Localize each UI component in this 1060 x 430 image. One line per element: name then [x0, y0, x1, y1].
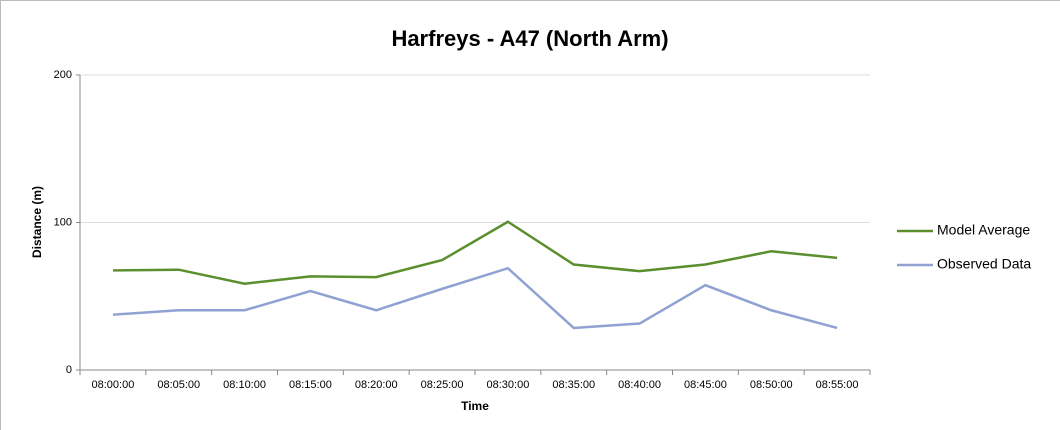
chart-title: Harfreys - A47 (North Arm): [391, 26, 668, 51]
legend-label: Model Average: [937, 222, 1030, 238]
series-line: [112, 266, 838, 330]
x-tick-label: 08:55:00: [816, 379, 859, 391]
x-tick-label: 08:35:00: [552, 379, 595, 391]
x-tick-label: 08:10:00: [223, 379, 266, 391]
x-tick-label: 08:05:00: [157, 379, 200, 391]
y-axis-label: Distance (m): [30, 186, 44, 258]
y-tick-label: 0: [66, 364, 72, 376]
x-tick-label: 08:20:00: [355, 379, 398, 391]
x-tick-label: 08:30:00: [487, 379, 530, 391]
x-tick-label: 08:00:00: [92, 379, 135, 391]
x-axis-label: Time: [461, 399, 489, 413]
y-tick-label: 200: [54, 69, 72, 81]
legend-label: Observed Data: [937, 256, 1031, 272]
y-tick-label: 100: [54, 216, 72, 228]
x-tick-label: 08:25:00: [421, 379, 464, 391]
x-tick-label: 08:45:00: [684, 379, 727, 391]
x-tick-label: 08:40:00: [618, 379, 661, 391]
series-line: [112, 220, 838, 285]
x-tick-label: 08:15:00: [289, 379, 332, 391]
x-tick-label: 08:50:00: [750, 379, 793, 391]
